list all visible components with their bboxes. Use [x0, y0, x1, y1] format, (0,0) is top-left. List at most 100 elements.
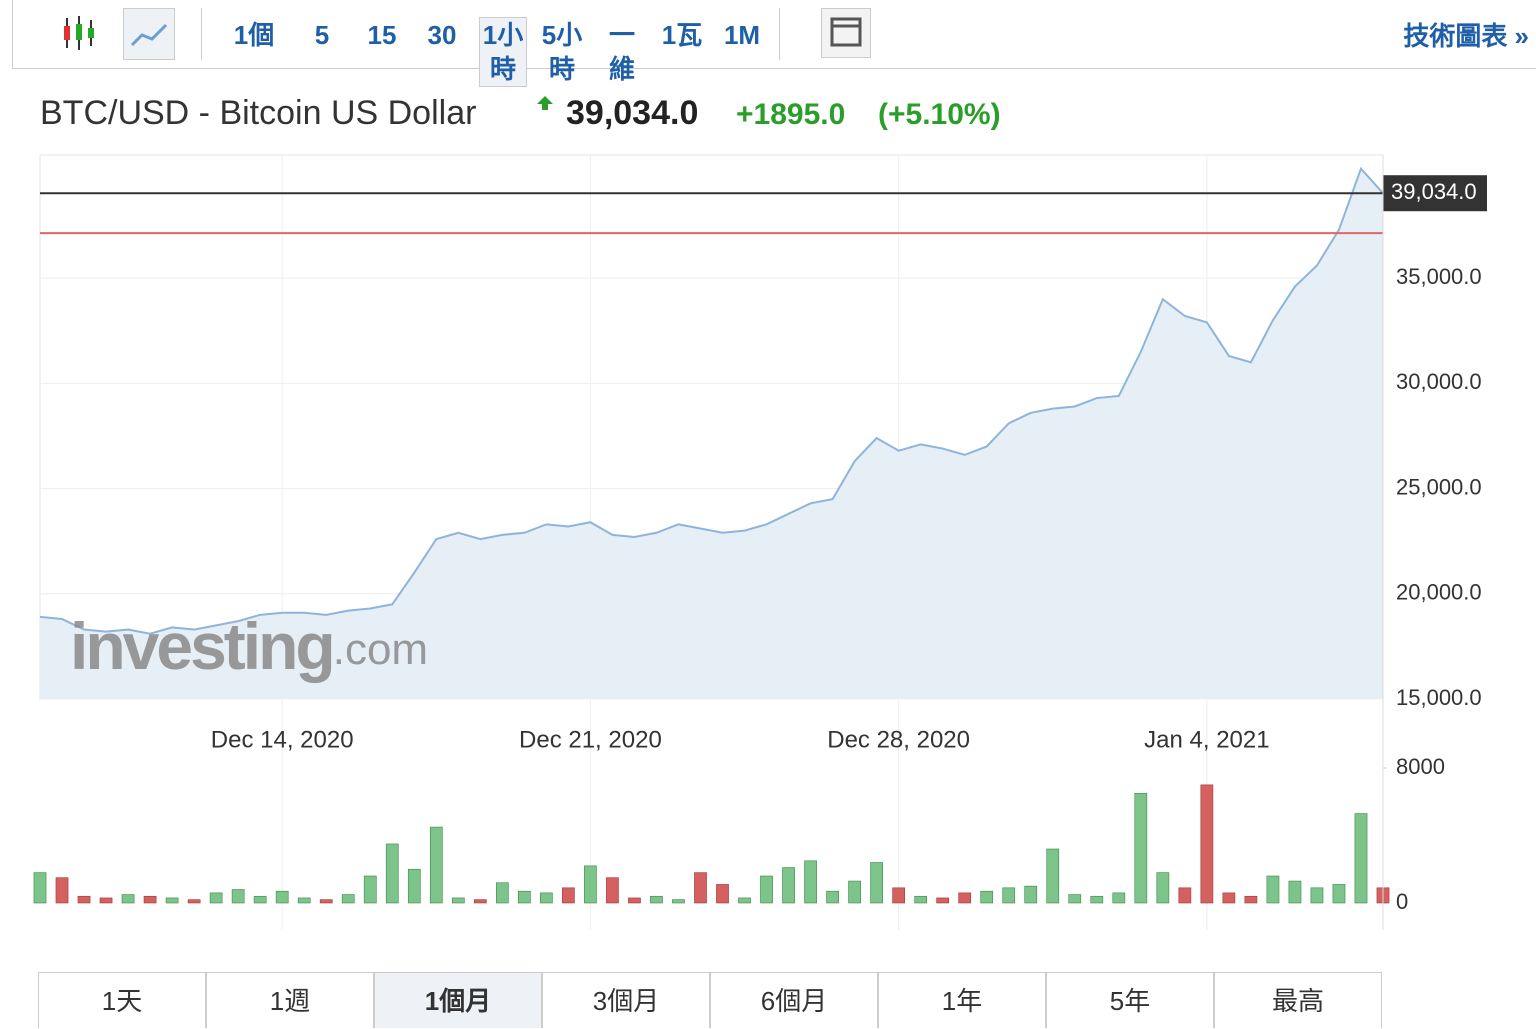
volume-bar	[1222, 892, 1236, 904]
volume-bar	[187, 899, 201, 904]
interval-button[interactable]: 5小時	[541, 20, 583, 84]
range-button[interactable]: 1個月	[374, 972, 542, 1028]
volume-bar	[738, 897, 751, 904]
range-button[interactable]: 1年	[878, 972, 1046, 1028]
volume-bar	[892, 887, 905, 904]
interval-button[interactable]: 1瓦	[661, 20, 703, 50]
volume-bar	[804, 860, 817, 904]
range-button[interactable]: 3個月	[542, 972, 710, 1028]
toolbar: 1個 5 15 30 1小時 5小時 一維 1瓦 1M 技術圖表 »	[12, 0, 1536, 87]
volume-bar	[1046, 848, 1060, 904]
y-tick-label: 20,000.0	[1396, 580, 1482, 605]
interval-button[interactable]: 30	[427, 20, 457, 50]
range-button[interactable]: 1天	[38, 972, 206, 1028]
volume-bar	[209, 892, 223, 904]
volume-bar	[253, 895, 267, 904]
x-tick-label: Jan 4, 2021	[1144, 726, 1269, 753]
change-pct: (+5.10%)	[878, 98, 1001, 131]
volume-bar	[1244, 895, 1258, 904]
volume-bar	[77, 895, 91, 904]
volume-bar	[848, 880, 861, 904]
volume-bar	[1090, 895, 1104, 904]
volume-bar	[716, 884, 729, 904]
volume-bar	[33, 872, 47, 904]
price-tag-label: 39,034.0	[1391, 179, 1477, 204]
chart: 15,000.0 20,000.0 25,000.0 30,000.0 35,000.0…	[33, 154, 1487, 930]
interval-button[interactable]: 一維	[608, 20, 635, 84]
volume-bar	[562, 887, 575, 904]
interval-button[interactable]: 15	[367, 20, 397, 50]
range-button[interactable]: 最高	[1214, 972, 1382, 1028]
volume-bar	[760, 875, 773, 904]
x-tick-label: Dec 28, 2020	[827, 726, 970, 753]
volume-bar	[1024, 885, 1038, 904]
volume-bar	[1354, 813, 1368, 904]
volume-bar	[672, 899, 685, 904]
y-tick-label: 0	[1396, 889, 1408, 914]
volume-bar	[782, 867, 795, 904]
x-tick-label: Dec 14, 2020	[211, 726, 354, 753]
layout-icon[interactable]	[821, 8, 871, 58]
volume-bar	[1134, 793, 1148, 904]
volume-bar	[936, 897, 950, 904]
volume-bar	[980, 890, 994, 904]
price-line	[39, 166, 1384, 635]
volume-bar	[1310, 887, 1324, 904]
volume-bar	[606, 877, 619, 904]
volume-bar	[99, 897, 113, 904]
volume-bar	[518, 890, 531, 904]
volume-bar	[1112, 892, 1126, 904]
volume-bar	[1200, 784, 1214, 904]
volume-bar	[914, 895, 928, 904]
tech-chart-link[interactable]: 技術圖表 »	[1403, 21, 1529, 51]
volume-bar	[407, 868, 421, 904]
volume-bar	[1002, 887, 1016, 904]
interval-button[interactable]: 1M	[723, 20, 761, 50]
y-tick-label: 30,000.0	[1396, 369, 1482, 394]
volume-bar	[958, 892, 972, 904]
volume-bar	[1156, 872, 1170, 904]
volume-bar	[341, 894, 355, 904]
watermark: investing.com	[70, 609, 428, 683]
candle-icon[interactable]	[61, 14, 101, 54]
interval-button[interactable]: 1個	[233, 20, 275, 50]
range-button[interactable]: 5年	[1046, 972, 1214, 1028]
volume-bar	[495, 882, 509, 904]
volume-bar	[1178, 887, 1192, 904]
volume-bar	[1376, 887, 1390, 904]
volume-bar	[650, 895, 663, 904]
volume-bar	[55, 877, 69, 904]
watermark-suffix: .com	[333, 625, 428, 674]
volume-bar	[429, 826, 443, 904]
range-button[interactable]: 1週	[206, 972, 374, 1028]
volume-bar	[121, 894, 135, 904]
volume-bar	[1266, 875, 1280, 904]
up-arrow	[537, 96, 553, 110]
symbol-title: BTC/USD - Bitcoin US Dollar	[40, 94, 477, 132]
volume-bar	[1288, 880, 1302, 904]
change: +1895.0	[736, 98, 846, 131]
price: 39,034.0	[566, 94, 699, 132]
interval-button[interactable]: 5	[314, 20, 330, 50]
volume-bar	[870, 862, 883, 904]
y-tick-label: 8000	[1396, 754, 1445, 779]
x-tick-label: Dec 21, 2020	[519, 726, 662, 753]
volume-bar	[231, 889, 245, 904]
line-icon[interactable]	[123, 8, 175, 60]
volume-bar	[143, 895, 157, 904]
volume-bar	[473, 899, 487, 904]
volume-bar	[1068, 894, 1082, 904]
volume-bar	[275, 890, 289, 904]
price-tag	[1383, 175, 1487, 212]
volume-bar	[165, 897, 179, 904]
price-area	[40, 168, 1383, 700]
y-tick-label: 35,000.0	[1396, 264, 1482, 289]
volume-bar	[451, 897, 465, 904]
range-button[interactable]: 6個月	[710, 972, 878, 1028]
volume-bar	[385, 843, 399, 904]
volume-bar	[297, 897, 311, 904]
interval-button[interactable]: 1小時	[479, 17, 527, 87]
volume-bar	[628, 897, 641, 904]
volume-bar	[319, 899, 333, 904]
